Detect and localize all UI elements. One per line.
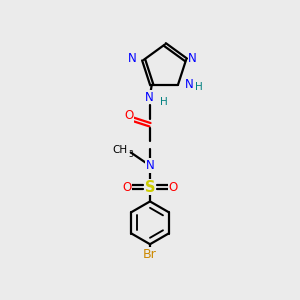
Text: N: N: [145, 91, 154, 104]
Text: H: H: [160, 97, 168, 107]
Text: CH: CH: [112, 145, 128, 155]
Text: Br: Br: [143, 248, 157, 261]
Text: O: O: [124, 109, 133, 122]
Text: O: O: [122, 181, 131, 194]
Text: N: N: [146, 159, 154, 172]
Text: O: O: [169, 181, 178, 194]
Text: S: S: [145, 180, 155, 195]
Text: H: H: [195, 82, 203, 92]
Text: 3: 3: [129, 150, 134, 159]
Text: N: N: [188, 52, 197, 65]
Text: N: N: [128, 52, 137, 65]
Text: N: N: [184, 78, 193, 91]
